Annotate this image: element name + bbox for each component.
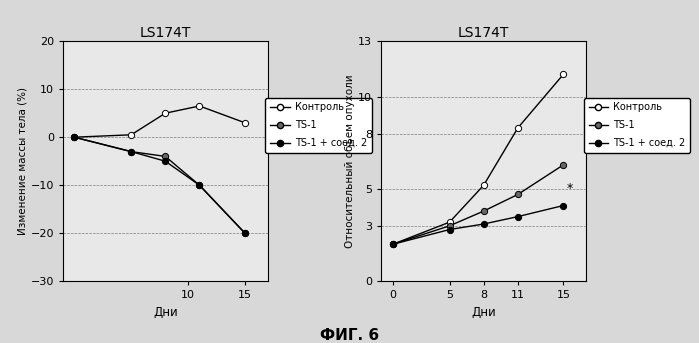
Legend: Контроль, TS-1, TS-1 + соед. 2: Контроль, TS-1, TS-1 + соед. 2 [266,97,372,153]
X-axis label: Дни: Дни [153,306,178,319]
Text: *: * [567,182,573,196]
Title: LS174T: LS174T [458,26,510,40]
Y-axis label: Относительный объем опухоли: Относительный объем опухоли [345,74,356,248]
Text: ФИГ. 6: ФИГ. 6 [320,328,379,343]
Legend: Контроль, TS-1, TS-1 + соед. 2: Контроль, TS-1, TS-1 + соед. 2 [584,97,690,153]
Title: LS174T: LS174T [140,26,191,40]
X-axis label: Дни: Дни [471,306,496,319]
Y-axis label: Изменение массы тела (%): Изменение массы тела (%) [17,87,27,235]
